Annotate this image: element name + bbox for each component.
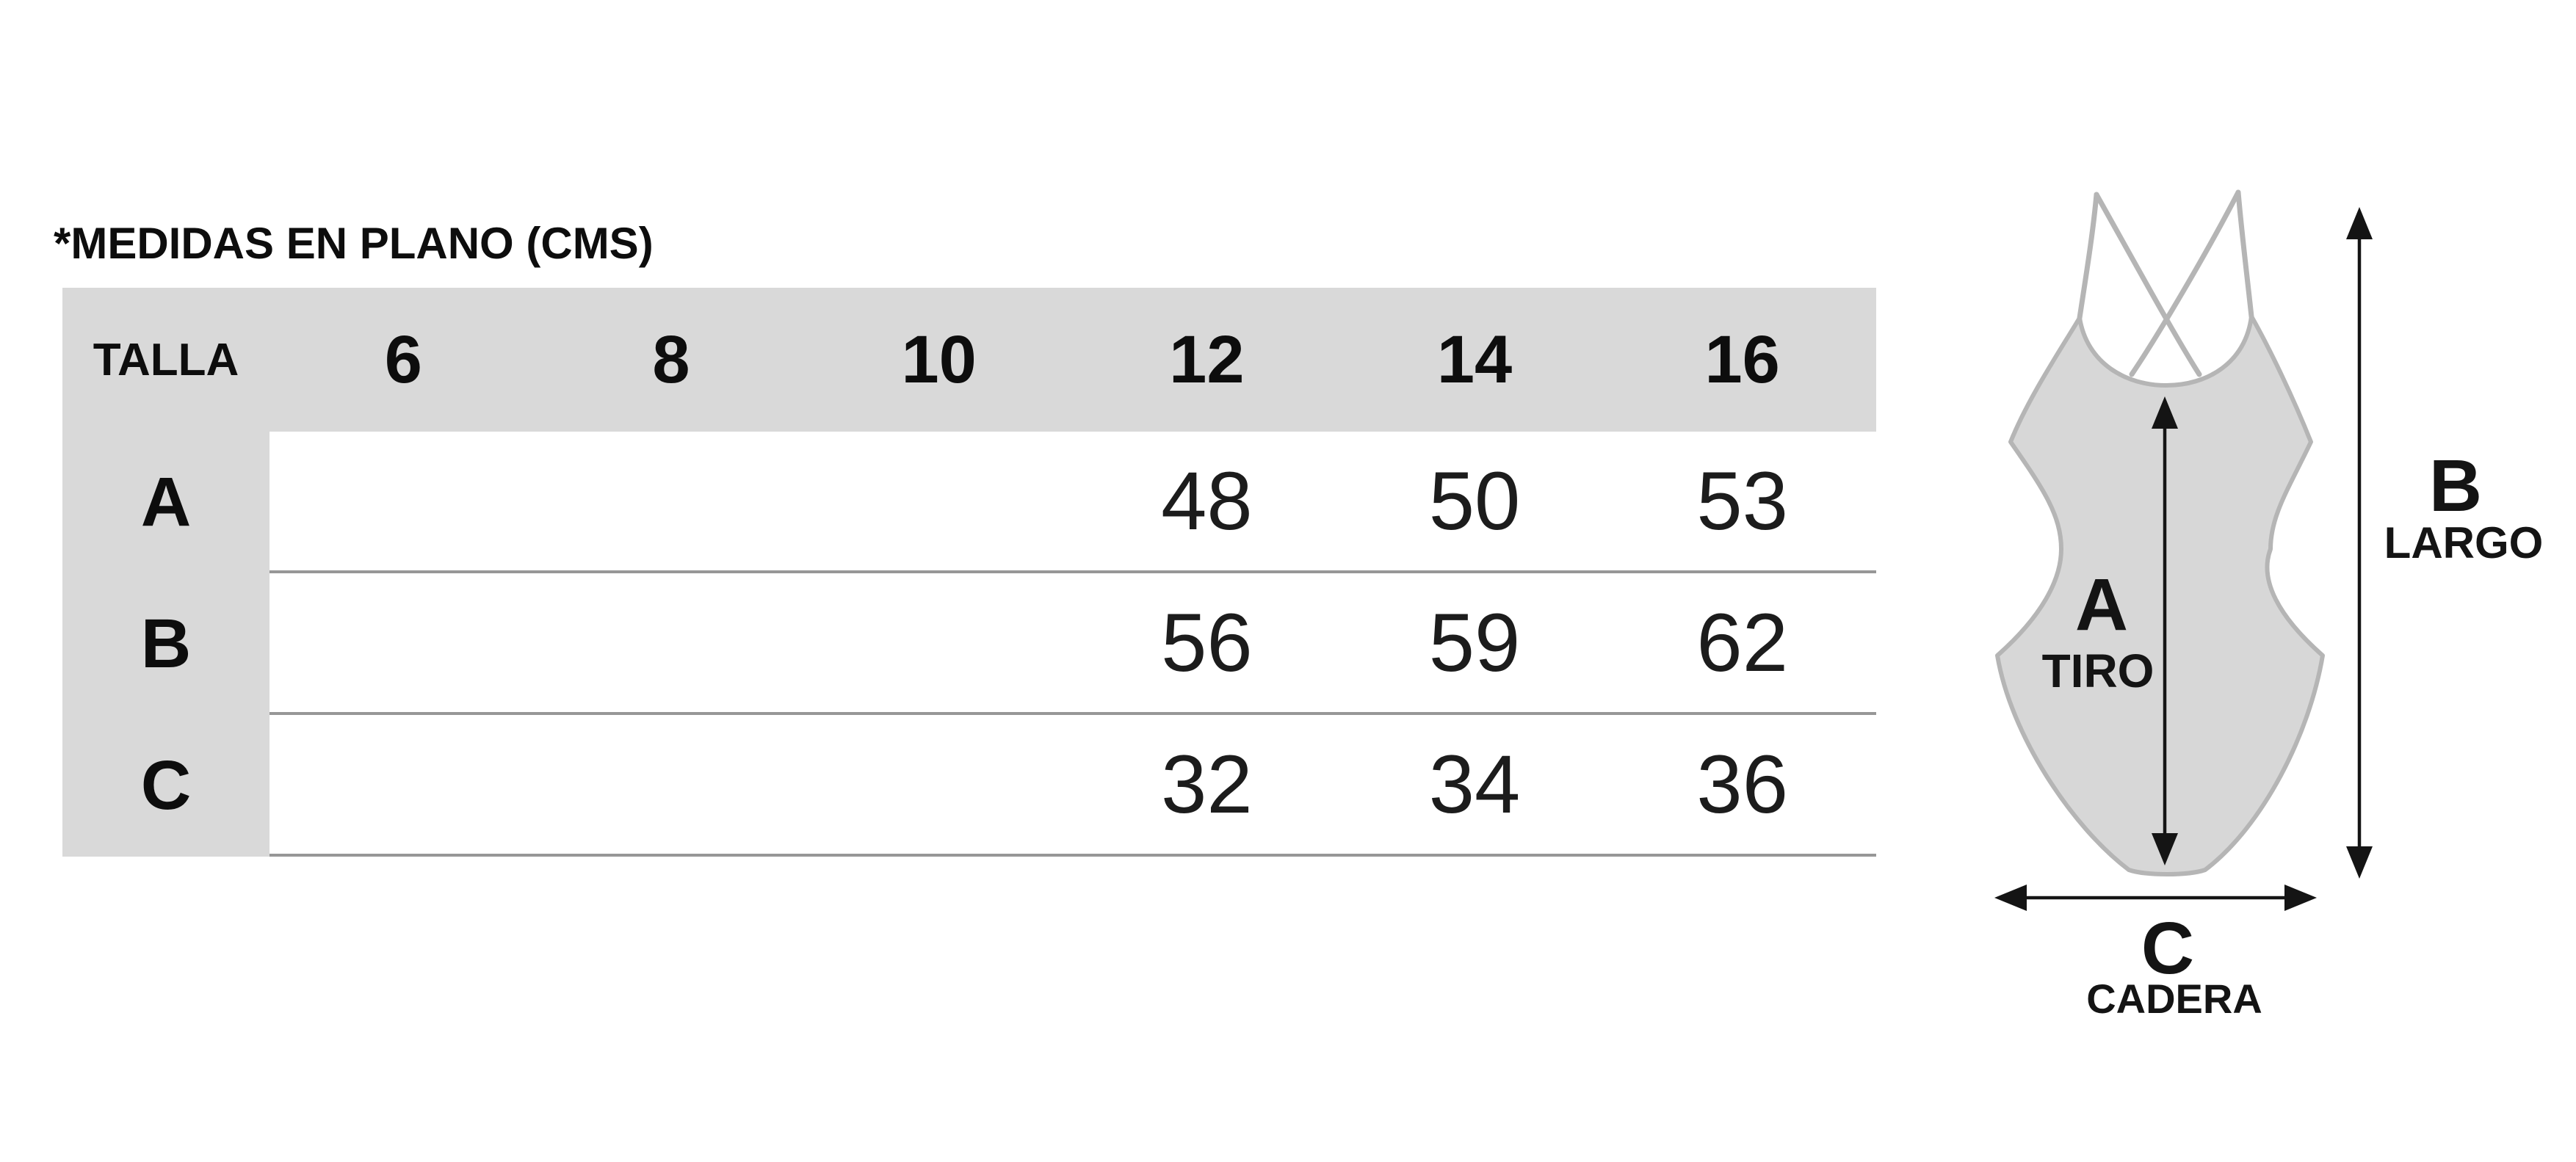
value-cell: 48 <box>1161 455 1253 547</box>
header-cell-size-6: 6 <box>384 322 422 397</box>
measure-a-letter: A <box>2075 564 2128 646</box>
value-cell: 56 <box>1161 597 1253 689</box>
measure-a-name: TIRO <box>2042 644 2154 697</box>
row-b-values: 56 59 62 <box>269 573 1876 715</box>
value-cell <box>805 432 1073 570</box>
value-cell <box>269 573 538 712</box>
row-c-values: 32 34 36 <box>269 715 1876 857</box>
size-table: TALLA 6 8 10 12 14 16 A 48 50 53 B <box>62 288 1876 857</box>
value-cell: 50 <box>1428 455 1521 547</box>
header-cell-size-10: 10 <box>901 322 977 397</box>
value-cell: 36 <box>1696 738 1788 830</box>
table-row-b: B 56 59 62 <box>62 573 1876 715</box>
value-cell: 59 <box>1428 597 1521 689</box>
tiro-arrow-icon <box>2152 396 2178 865</box>
value-cell: 32 <box>1161 738 1253 830</box>
swimsuit-measurement-diagram: A TIRO B LARGO C CADERA <box>1946 176 2576 1162</box>
row-label-a: A <box>62 432 269 573</box>
value-cell <box>805 573 1073 712</box>
measure-c-name: CADERA <box>2086 976 2262 1022</box>
value-cell: 34 <box>1428 738 1521 830</box>
cadera-arrow-icon <box>1994 885 2317 911</box>
header-cell-size-8: 8 <box>652 322 690 397</box>
value-cell: 53 <box>1696 455 1788 547</box>
row-label-c: C <box>62 715 269 857</box>
page-title: *MEDIDAS EN PLANO (CMS) <box>54 219 654 268</box>
measure-c-letter: C <box>2141 907 2194 989</box>
value-cell <box>805 715 1073 854</box>
measure-b-letter: B <box>2429 445 2482 527</box>
swimsuit-straps-icon <box>2077 189 2254 377</box>
header-cell-talla: TALLA <box>93 334 239 385</box>
value-cell <box>269 432 538 570</box>
table-row-c: C 32 34 36 <box>62 715 1876 857</box>
value-cell <box>269 715 538 854</box>
table-header-row: TALLA 6 8 10 12 14 16 <box>62 288 1876 432</box>
largo-arrow-icon <box>2346 207 2373 879</box>
value-cell <box>538 573 806 712</box>
value-cell <box>538 715 806 854</box>
value-cell: 62 <box>1696 597 1788 689</box>
header-cell-size-12: 12 <box>1169 322 1245 397</box>
row-label-b: B <box>62 573 269 715</box>
value-cell <box>538 432 806 570</box>
table-row-a: A 48 50 53 <box>62 432 1876 573</box>
row-a-values: 48 50 53 <box>269 432 1876 573</box>
measure-b-name: LARGO <box>2384 518 2544 567</box>
header-cell-size-14: 14 <box>1436 322 1513 397</box>
swimsuit-silhouette <box>1995 314 2325 876</box>
header-cell-size-16: 16 <box>1704 322 1780 397</box>
